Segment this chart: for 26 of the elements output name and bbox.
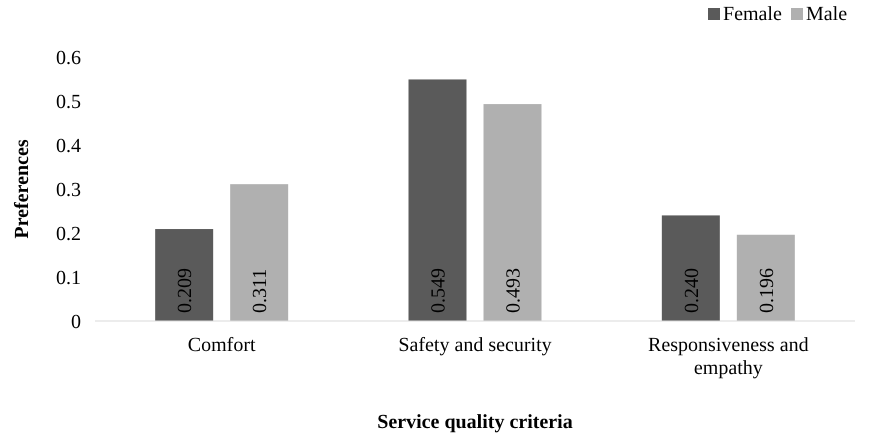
data-label: 0.240 — [680, 268, 703, 313]
data-label: 0.196 — [756, 268, 778, 313]
data-label: 0.493 — [502, 268, 524, 313]
y-tick-label: 0.5 — [56, 91, 81, 113]
x-axis-title: Service quality criteria — [377, 411, 573, 433]
bar — [484, 104, 542, 321]
y-tick-label: 0.4 — [56, 135, 81, 157]
y-tick-label: 0.6 — [56, 47, 81, 69]
legend-label: Female — [723, 3, 782, 25]
legend-label: Male — [806, 3, 848, 25]
data-label: 0.311 — [249, 268, 272, 313]
x-tick-label: Responsiveness and empathy — [648, 334, 809, 379]
y-tick-label: 0.1 — [56, 267, 81, 289]
bar — [230, 184, 288, 321]
data-label: 0.549 — [428, 268, 450, 313]
bar — [408, 79, 466, 321]
data-label: 0.209 — [174, 268, 196, 313]
x-tick-label: Comfort — [188, 334, 256, 356]
y-tick-label: 0.3 — [56, 179, 81, 201]
y-tick-label: 0 — [71, 311, 81, 333]
x-tick-label: Safety and security — [398, 334, 552, 356]
y-tick-label: 0.2 — [56, 223, 81, 245]
bar — [155, 229, 214, 321]
y-axis-title: Preferences — [11, 139, 33, 239]
bar — [736, 234, 795, 321]
bar — [662, 215, 720, 321]
